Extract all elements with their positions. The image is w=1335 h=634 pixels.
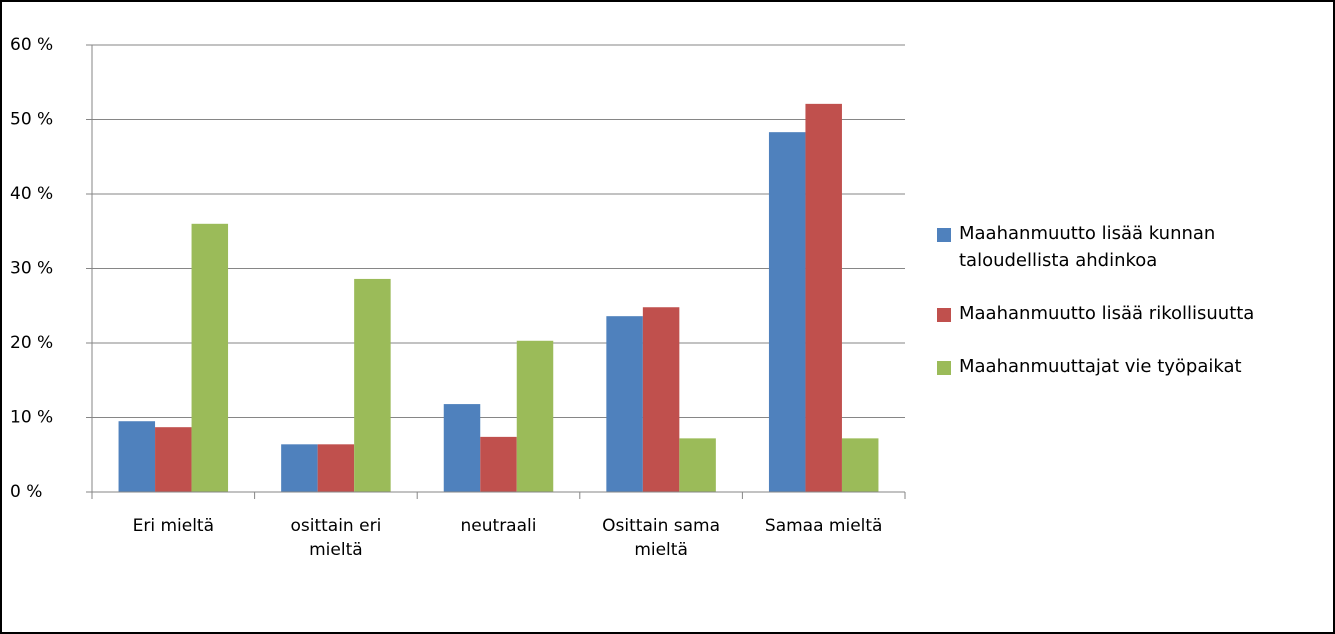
y-tick-label: 60 %	[10, 35, 53, 55]
legend-item: Maahanmuuttajat vie työpaikat	[937, 353, 1327, 380]
bar	[606, 316, 643, 492]
bar	[118, 421, 156, 492]
bar	[480, 436, 517, 492]
bar	[805, 103, 842, 492]
bar	[679, 438, 716, 492]
legend-swatch	[937, 228, 951, 242]
y-tick-label: 10 %	[10, 408, 53, 428]
bar	[155, 427, 192, 492]
y-tick-label: 40 %	[10, 184, 53, 204]
bar	[768, 132, 806, 493]
x-tick-label: Eri mieltä	[132, 516, 214, 536]
bar	[281, 444, 318, 492]
bar	[354, 278, 391, 492]
x-tick-label: Osittain sama mieltä	[602, 516, 721, 560]
x-tick-label: Samaa mieltä	[764, 516, 883, 536]
y-tick-label: 20 %	[10, 333, 53, 353]
bar	[191, 223, 229, 493]
x-tick-label: neutraali	[460, 516, 537, 536]
bar	[443, 404, 481, 492]
legend-label: Maahanmuutto lisää rikollisuutta	[959, 303, 1255, 324]
y-tick-label: 30 %	[10, 259, 53, 279]
legend-label: Maahanmuutto lisää kunnan taloudellista …	[959, 223, 1216, 271]
legend-swatch	[937, 361, 951, 375]
legend-label: Maahanmuuttajat vie työpaikat	[959, 356, 1242, 377]
bar	[317, 444, 355, 492]
y-tick-label: 50 %	[10, 110, 53, 130]
legend-item: Maahanmuutto lisää kunnan taloudellista …	[937, 220, 1327, 274]
legend-item: Maahanmuutto lisää rikollisuutta	[937, 300, 1327, 327]
x-tick-label: osittain eri mieltä	[290, 516, 382, 560]
legend-swatch	[937, 308, 951, 322]
y-tick-label: 0 %	[10, 482, 42, 502]
bar	[841, 438, 879, 492]
bar	[516, 340, 554, 492]
bar	[642, 307, 680, 492]
legend: Maahanmuutto lisää kunnan taloudellista …	[937, 220, 1327, 406]
